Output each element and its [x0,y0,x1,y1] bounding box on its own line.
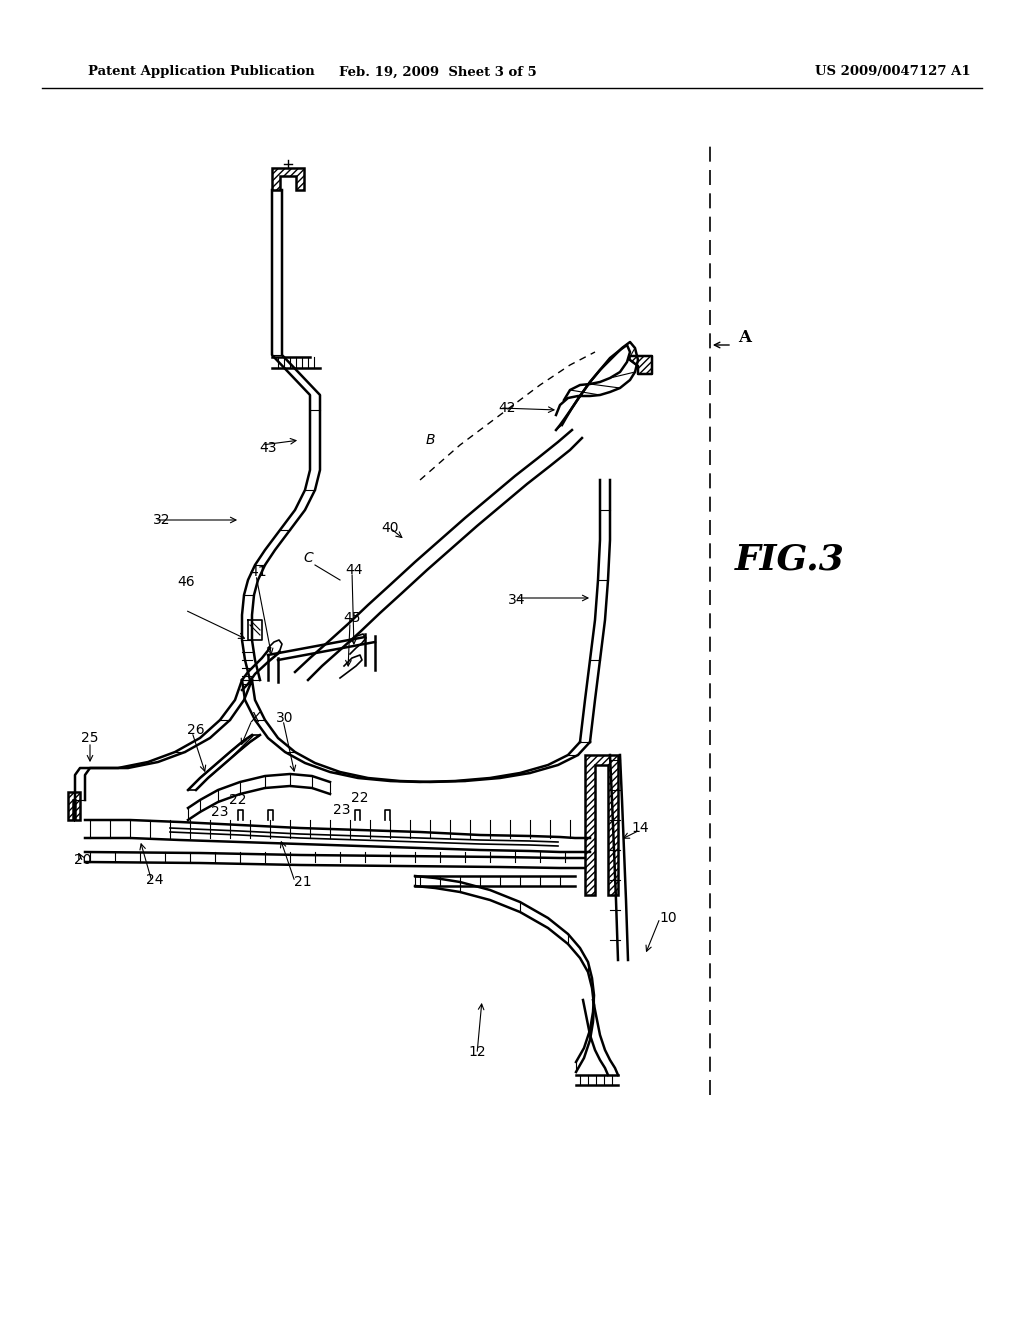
Polygon shape [630,356,652,374]
Text: 34: 34 [508,593,525,607]
Text: 23: 23 [333,803,351,817]
Text: C: C [303,550,313,565]
Polygon shape [272,168,304,190]
Text: 45: 45 [343,611,360,624]
Text: 14: 14 [631,821,649,836]
Text: 26: 26 [187,723,205,737]
Text: 12: 12 [468,1045,485,1059]
Text: X: X [250,711,260,725]
Text: US 2009/0047127 A1: US 2009/0047127 A1 [815,66,971,78]
Text: 43: 43 [259,441,276,455]
Text: 30: 30 [276,711,294,725]
Text: 42: 42 [499,401,516,414]
Text: 46: 46 [177,576,195,589]
Polygon shape [68,792,80,820]
Text: 44: 44 [345,564,362,577]
Text: 25: 25 [81,731,98,744]
Text: B: B [425,433,435,447]
Text: 32: 32 [154,513,171,527]
Text: Feb. 19, 2009  Sheet 3 of 5: Feb. 19, 2009 Sheet 3 of 5 [339,66,537,78]
Text: 20: 20 [75,853,92,867]
Text: 23: 23 [211,805,228,818]
Polygon shape [188,735,260,789]
Text: Patent Application Publication: Patent Application Publication [88,66,314,78]
Text: FIG.3: FIG.3 [735,543,845,577]
Polygon shape [585,755,618,895]
Text: A: A [738,330,751,346]
Text: 21: 21 [294,875,312,888]
Text: 10: 10 [659,911,677,925]
Text: 22: 22 [229,793,247,807]
Text: 22: 22 [351,791,369,805]
Text: 41: 41 [249,565,267,579]
Text: 40: 40 [381,521,398,535]
Text: 24: 24 [146,873,164,887]
